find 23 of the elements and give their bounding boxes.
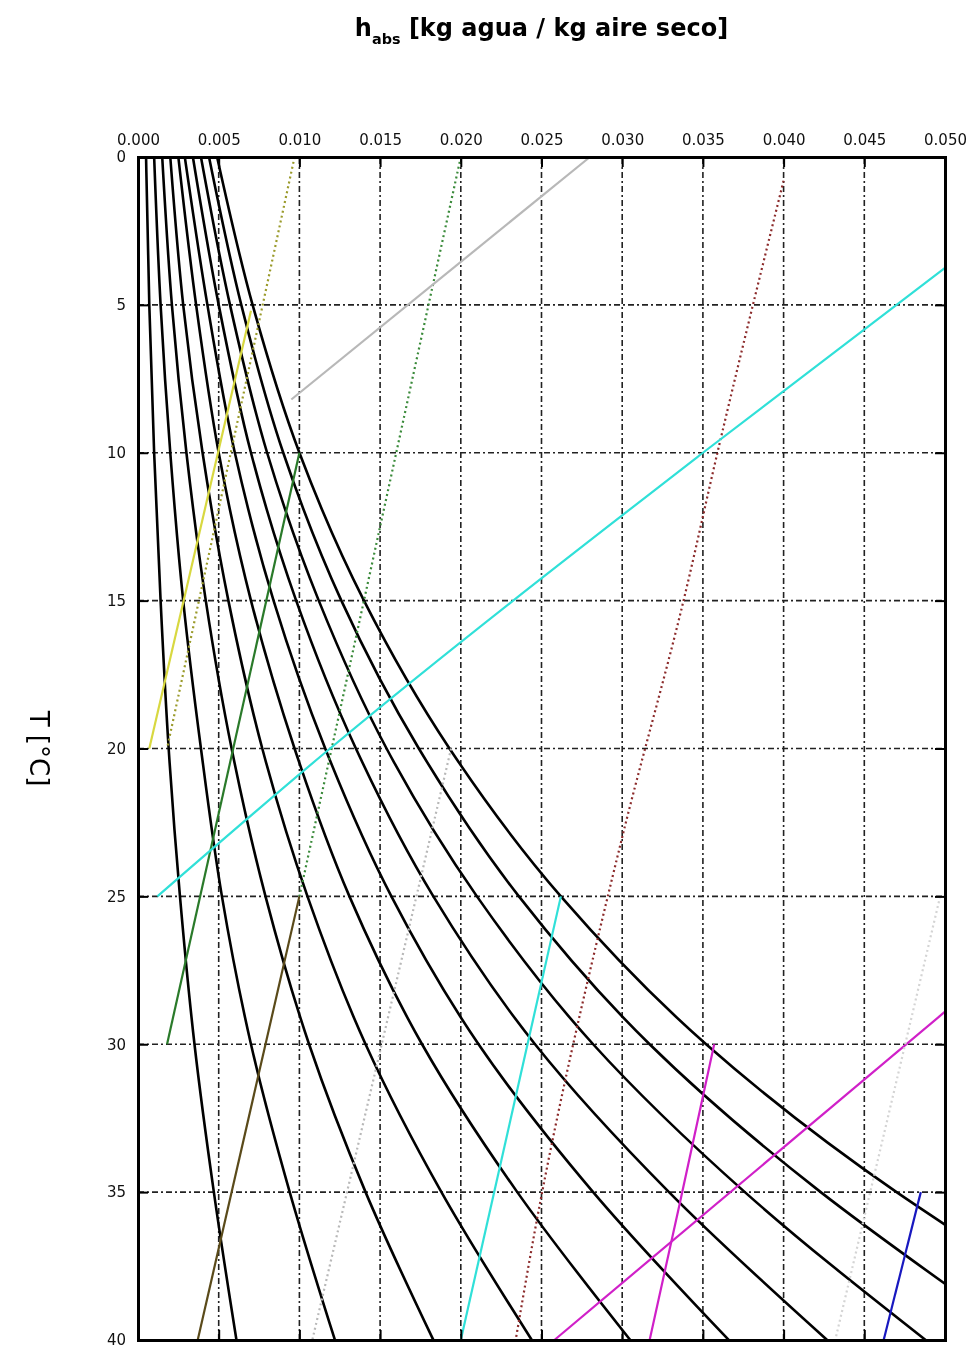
x-tick-label: 0.035 [681,131,725,149]
y-tick-label: 20 [106,739,126,758]
y-axis-title: T [°C] [24,709,54,787]
x-tick-label: 0.000 [117,131,160,149]
x-tick-label: 0.050 [924,131,967,149]
y-tick-label: 35 [106,1183,126,1202]
y-tick-label: 25 [106,887,126,906]
x-tick-label: 0.030 [601,131,645,149]
line-series [156,266,947,898]
y-tick-label: 15 [106,591,126,610]
x-tick-label: 0.025 [520,131,564,149]
y-tick-label: 40 [106,1331,126,1350]
x-tick-label: 0.005 [197,131,241,149]
y-tick-label: 30 [106,1035,126,1054]
x-tick-label: 0.020 [439,131,483,149]
x-tick-label: 0.040 [762,131,806,149]
x-tick-label: 0.015 [359,131,403,149]
x-tick-label: 0.010 [278,131,322,149]
x-tick-label: 0.045 [843,131,887,149]
y-tick-label: 5 [116,296,126,315]
x-axis-title: h$_{abs}$ [kg agua / kg aire seco] [354,14,729,47]
y-tick-label: 0 [116,148,126,167]
y-tick-label: 10 [106,444,126,463]
